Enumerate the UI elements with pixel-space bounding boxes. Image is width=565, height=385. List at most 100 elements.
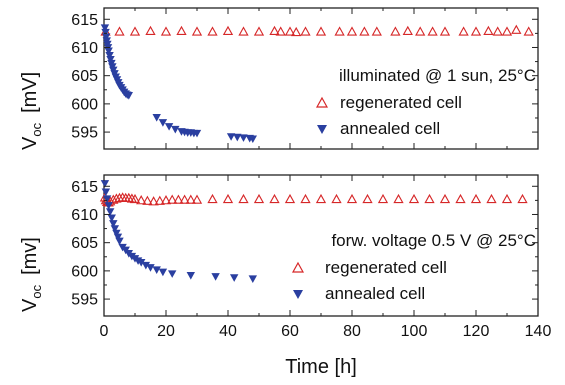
regenerated-point [483,25,494,36]
annealed-point [115,237,124,246]
annealed-point [105,52,114,60]
regenerated-point [160,195,172,205]
regenerated-point [362,193,373,204]
regenerated-point [145,25,156,36]
regenerated-point [253,26,265,36]
regenerated-point [402,25,413,36]
annealed-point [110,225,120,233]
regenerated-point [222,193,234,204]
regenerated-point [346,26,358,36]
regenerated-point [238,193,249,204]
regenerated-point [269,25,280,36]
annealed-point [101,28,110,37]
bottom-panel: 615 610 605 600 595 0 20 40 60 80 100 120 140 Voc[m… [19,174,551,340]
regenerated-point [207,26,218,36]
annealed-point [141,261,151,270]
annealed-point [152,266,161,274]
x-tick-label: 80 [343,323,361,340]
regenerated-point [126,193,138,203]
annealed-point [171,125,180,134]
annealed-point [104,47,113,56]
bottom-legend-marker-regenerated [291,261,305,273]
bottom-legend-label-regenerated: regenerated cell [325,258,447,277]
annealed-point [168,270,177,278]
regenerated-point [108,194,119,204]
x-tick-label: 40 [219,323,237,340]
bottom-legend-marker-annealed [293,290,303,299]
x-tick-label: 0 [100,323,109,340]
y-tick-label: 605 [71,235,98,252]
x-axis-title: Time [h] [285,356,357,378]
y-tick-label: 595 [71,125,98,142]
y-tick-label: 605 [71,68,98,85]
regenerated-point [284,26,296,36]
regenerated-point [408,193,420,204]
x-tick-label: 120 [463,323,490,340]
annealed-point [104,202,113,210]
annealed-point [100,24,110,32]
regenerated-point [458,26,469,36]
regenerated-point [136,195,147,205]
top-x-ticks [103,8,539,149]
bottom-y-ticks: 615 610 605 600 595 [71,179,538,309]
annealed-point [124,92,133,100]
regenerated-point [470,193,482,204]
annealed-point [106,208,115,216]
regenerated-point [424,193,435,204]
regenerated-point [300,26,311,36]
regenerated-point [501,193,513,204]
regenerated-point [123,192,134,203]
top-legend: regenerated cell annealed cell [315,93,462,138]
x-tick-label: 60 [281,323,299,340]
regenerated-point [291,26,302,37]
y-tick-label: 615 [71,12,98,29]
bottom-legend: regenerated cell annealed cell [291,258,447,303]
top-y-axis-title: Voc[mV] [19,72,44,150]
regenerated-point [176,25,187,36]
regenerated-point [427,26,438,36]
annealed-point [248,135,257,144]
regenerated-point [167,194,178,204]
x-tick-label: 20 [157,323,175,340]
regenerated-point [315,193,327,204]
regenerated-point [284,193,296,204]
regenerated-point [114,26,125,36]
top-panel: 615 610 605 600 595 Voc[mV] illuminated @ 1 … [19,7,539,150]
annealed-point [248,275,257,283]
regenerated-point [269,193,280,204]
annealed-point [146,264,155,272]
top-y-ticks: 615 610 605 600 595 [71,12,538,142]
y-tick-label: 600 [71,263,98,280]
regenerated-point [148,196,159,206]
top-legend-label-regenerated: regenerated cell [340,93,462,112]
annealed-point [109,220,118,228]
regenerated-point [129,193,141,204]
annealed-point [192,129,202,138]
annealed-point [101,188,111,197]
regenerated-point [523,26,534,36]
regenerated-point [207,193,218,204]
annealed-point [112,229,121,238]
annealed-point [100,180,110,188]
y-tick-label: 595 [71,292,98,309]
annealed-point [106,55,115,64]
regenerated-point [114,192,125,203]
annealed-point [211,273,220,281]
regenerated-point [334,26,345,36]
regenerated-point [486,193,497,204]
regenerated-point [117,192,128,202]
regenerated-point [390,26,401,36]
regenerated-point [470,26,482,36]
regenerated-point [191,26,203,36]
regenerated-point [185,194,196,204]
regenerated-point [517,193,528,204]
top-legend-marker-regenerated [315,96,329,108]
y-tick-label: 610 [71,207,98,224]
regenerated-point [238,26,249,36]
regenerated-point [455,193,466,204]
annealed-point [226,133,236,141]
bottom-condition-annotation: forw. voltage 0.5 V @ 25°C [331,231,536,250]
regenerated-point [377,193,389,204]
regenerated-point [511,24,522,34]
